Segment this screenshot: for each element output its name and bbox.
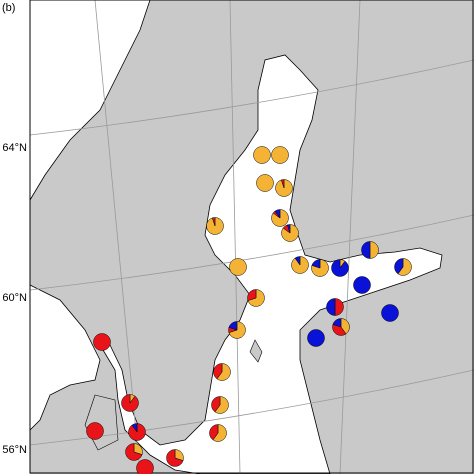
- pie-slice: [247, 289, 257, 301]
- pie-slice: [93, 333, 111, 351]
- pie-slice: [86, 422, 104, 440]
- pie-slice: [212, 217, 216, 227]
- pie-slice: [326, 298, 336, 316]
- island: [249, 339, 263, 363]
- pie-slice: [214, 396, 229, 414]
- panel-label: (b): [2, 2, 15, 14]
- pie-slice: [294, 256, 301, 266]
- pie-slice: [253, 146, 271, 164]
- pie-slice: [229, 258, 247, 276]
- longitude-line: [229, 0, 241, 474]
- pie-slice: [287, 224, 291, 234]
- lat-label: 60°N: [2, 292, 27, 304]
- pie-slice: [307, 329, 325, 347]
- pie-slice: [353, 276, 371, 294]
- pie-slice: [212, 424, 227, 442]
- pie-slice: [125, 443, 143, 461]
- pie-slice: [213, 363, 223, 380]
- pie-slice: [334, 298, 344, 316]
- pie-slice: [394, 258, 404, 275]
- pie-slice: [361, 241, 371, 259]
- sea: [29, 0, 151, 202]
- pie-slice: [340, 318, 350, 335]
- latitude-line: [29, 59, 474, 136]
- pie-slice: [166, 449, 184, 467]
- pie-slice: [381, 304, 399, 322]
- latitude-line: [29, 214, 474, 291]
- pie-slice: [281, 179, 285, 189]
- pie-slice: [136, 459, 154, 474]
- pie-slice: [311, 259, 321, 269]
- pie-slice: [228, 321, 238, 331]
- pie-slice: [256, 174, 274, 192]
- pie-slice: [332, 324, 347, 336]
- pie-layer: [86, 146, 412, 474]
- pie-slice: [397, 258, 412, 276]
- pie-slice: [311, 259, 329, 277]
- pie-slice: [274, 209, 281, 219]
- longitude-line: [339, 0, 361, 474]
- pie-slice: [332, 318, 342, 328]
- lat-label: 64°N: [2, 142, 27, 154]
- pie-slice: [121, 394, 139, 412]
- pie-slice: [369, 241, 379, 259]
- pie-slice: [331, 259, 349, 277]
- pie-slice: [271, 146, 289, 164]
- pie-slice: [131, 423, 138, 433]
- sea: [99, 54, 443, 474]
- map-frame: [29, 0, 474, 474]
- pie-slice: [209, 424, 219, 441]
- pie-slice: [211, 396, 221, 413]
- lat-label: 56°N: [2, 444, 27, 456]
- pie-slice: [216, 363, 231, 381]
- sea: [29, 284, 101, 431]
